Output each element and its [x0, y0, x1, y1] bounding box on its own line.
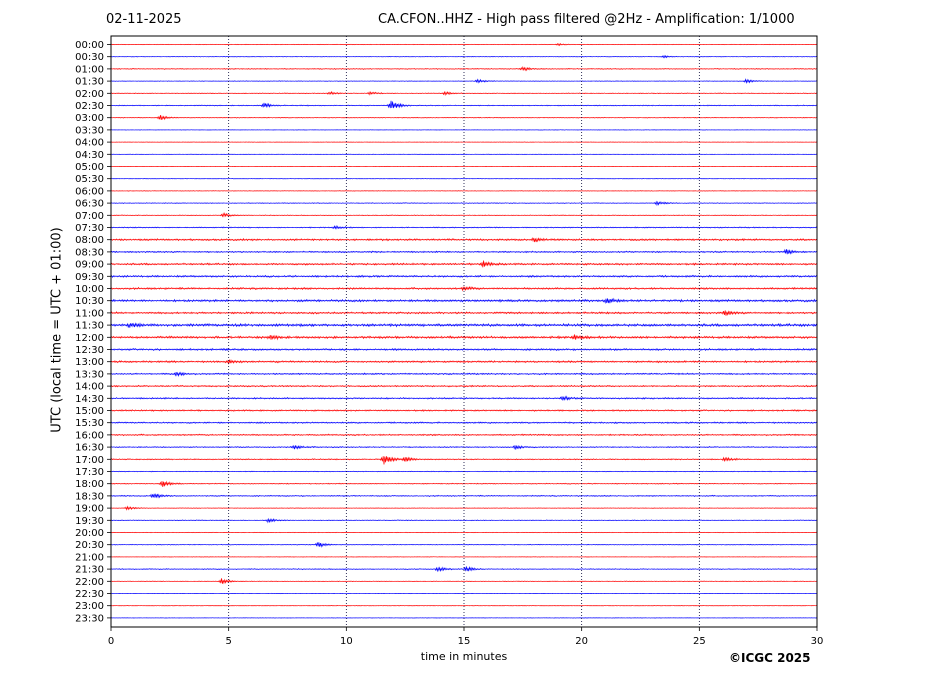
y-tick-label: 16:00 — [75, 430, 104, 441]
y-tick-label: 01:00 — [75, 64, 104, 75]
y-tick-label: 23:30 — [75, 613, 104, 624]
trace-line — [110, 456, 818, 465]
y-tick-label: 18:00 — [75, 479, 104, 490]
y-tick-label: 21:30 — [75, 565, 104, 576]
x-tick-label: 25 — [693, 636, 706, 647]
y-tick-label: 23:00 — [75, 601, 104, 612]
y-tick-label: 08:30 — [75, 247, 104, 258]
y-tick-label: 04:30 — [75, 150, 104, 161]
trace-line — [110, 200, 818, 207]
y-tick-label: 13:00 — [75, 357, 104, 368]
y-tick-label: 10:00 — [75, 284, 104, 295]
y-tick-label: 18:30 — [75, 491, 104, 502]
y-tick-label: 21:00 — [75, 552, 104, 563]
trace-line — [110, 517, 818, 524]
y-tick-label: 19:00 — [75, 504, 104, 515]
trace-line — [110, 347, 818, 352]
y-tick-label: 08:00 — [75, 235, 104, 246]
trace-line — [110, 395, 818, 401]
y-tick-label: 05:30 — [75, 174, 104, 185]
x-tick-label: 5 — [225, 636, 231, 647]
y-tick-label: 06:00 — [75, 186, 104, 197]
x-tick-label: 0 — [108, 636, 114, 647]
y-tick-label: 22:30 — [75, 589, 104, 600]
y-tick-label: 02:00 — [75, 89, 104, 100]
trace-line — [110, 310, 818, 316]
y-tick-label: 03:00 — [75, 113, 104, 124]
y-tick-label: 17:30 — [75, 467, 104, 478]
y-tick-label: 07:00 — [75, 211, 104, 222]
trace-line — [110, 371, 818, 377]
trace-line — [110, 531, 818, 534]
trace-line — [110, 322, 818, 328]
x-tick-label: 30 — [811, 636, 824, 647]
y-tick-label: 20:00 — [75, 528, 104, 539]
trace-line — [110, 542, 818, 548]
trace-line — [110, 190, 818, 192]
trace-line — [110, 54, 818, 59]
y-tick-label: 09:00 — [75, 260, 104, 271]
y-tick-label: 14:30 — [75, 394, 104, 405]
trace-line — [110, 334, 818, 341]
y-tick-label: 17:00 — [75, 455, 104, 466]
y-tick-label: 10:30 — [75, 296, 104, 307]
x-tick-label: 20 — [575, 636, 588, 647]
y-tick-label: 06:30 — [75, 199, 104, 210]
y-tick-label: 07:30 — [75, 223, 104, 234]
trace-line — [110, 224, 818, 230]
y-tick-label: 02:30 — [75, 101, 104, 112]
y-tick-label: 15:00 — [75, 406, 104, 417]
y-tick-label: 22:00 — [75, 577, 104, 588]
y-tick-label: 20:30 — [75, 540, 104, 551]
y-tick-label: 03:30 — [75, 125, 104, 136]
y-tick-label: 09:30 — [75, 272, 104, 283]
y-tick-label: 11:30 — [75, 321, 104, 332]
y-tick-label: 00:30 — [75, 52, 104, 63]
trace-line — [110, 297, 818, 304]
trace-line — [110, 566, 818, 573]
plot-date: 02-11-2025 — [106, 12, 182, 27]
y-tick-label: 01:30 — [75, 77, 104, 88]
trace-line — [110, 359, 818, 365]
copyright-text: ©ICGC 2025 — [729, 651, 811, 665]
y-tick-label: 12:00 — [75, 333, 104, 344]
trace-line — [110, 493, 818, 499]
y-tick-label: 14:00 — [75, 382, 104, 393]
trace-line — [110, 505, 818, 511]
y-tick-label: 05:00 — [75, 162, 104, 173]
x-axis-label: time in minutes — [420, 650, 508, 663]
y-tick-label: 13:30 — [75, 369, 104, 380]
y-tick-label: 12:30 — [75, 345, 104, 356]
trace-line — [110, 100, 818, 109]
y-tick-label: 15:30 — [75, 418, 104, 429]
y-tick-label: 16:30 — [75, 443, 104, 454]
x-tick-label: 10 — [340, 636, 353, 647]
y-tick-label: 19:30 — [75, 516, 104, 527]
x-tick-label: 15 — [458, 636, 471, 647]
trace-line — [110, 384, 818, 388]
plot-title: CA.CFON..HHZ - High pass filtered @2Hz -… — [378, 12, 795, 27]
y-tick-label: 04:00 — [75, 138, 104, 149]
y-tick-label: 11:00 — [75, 308, 104, 319]
plot-frame — [110, 35, 818, 628]
y-tick-label: 00:00 — [75, 40, 104, 51]
trace-line — [110, 42, 818, 47]
